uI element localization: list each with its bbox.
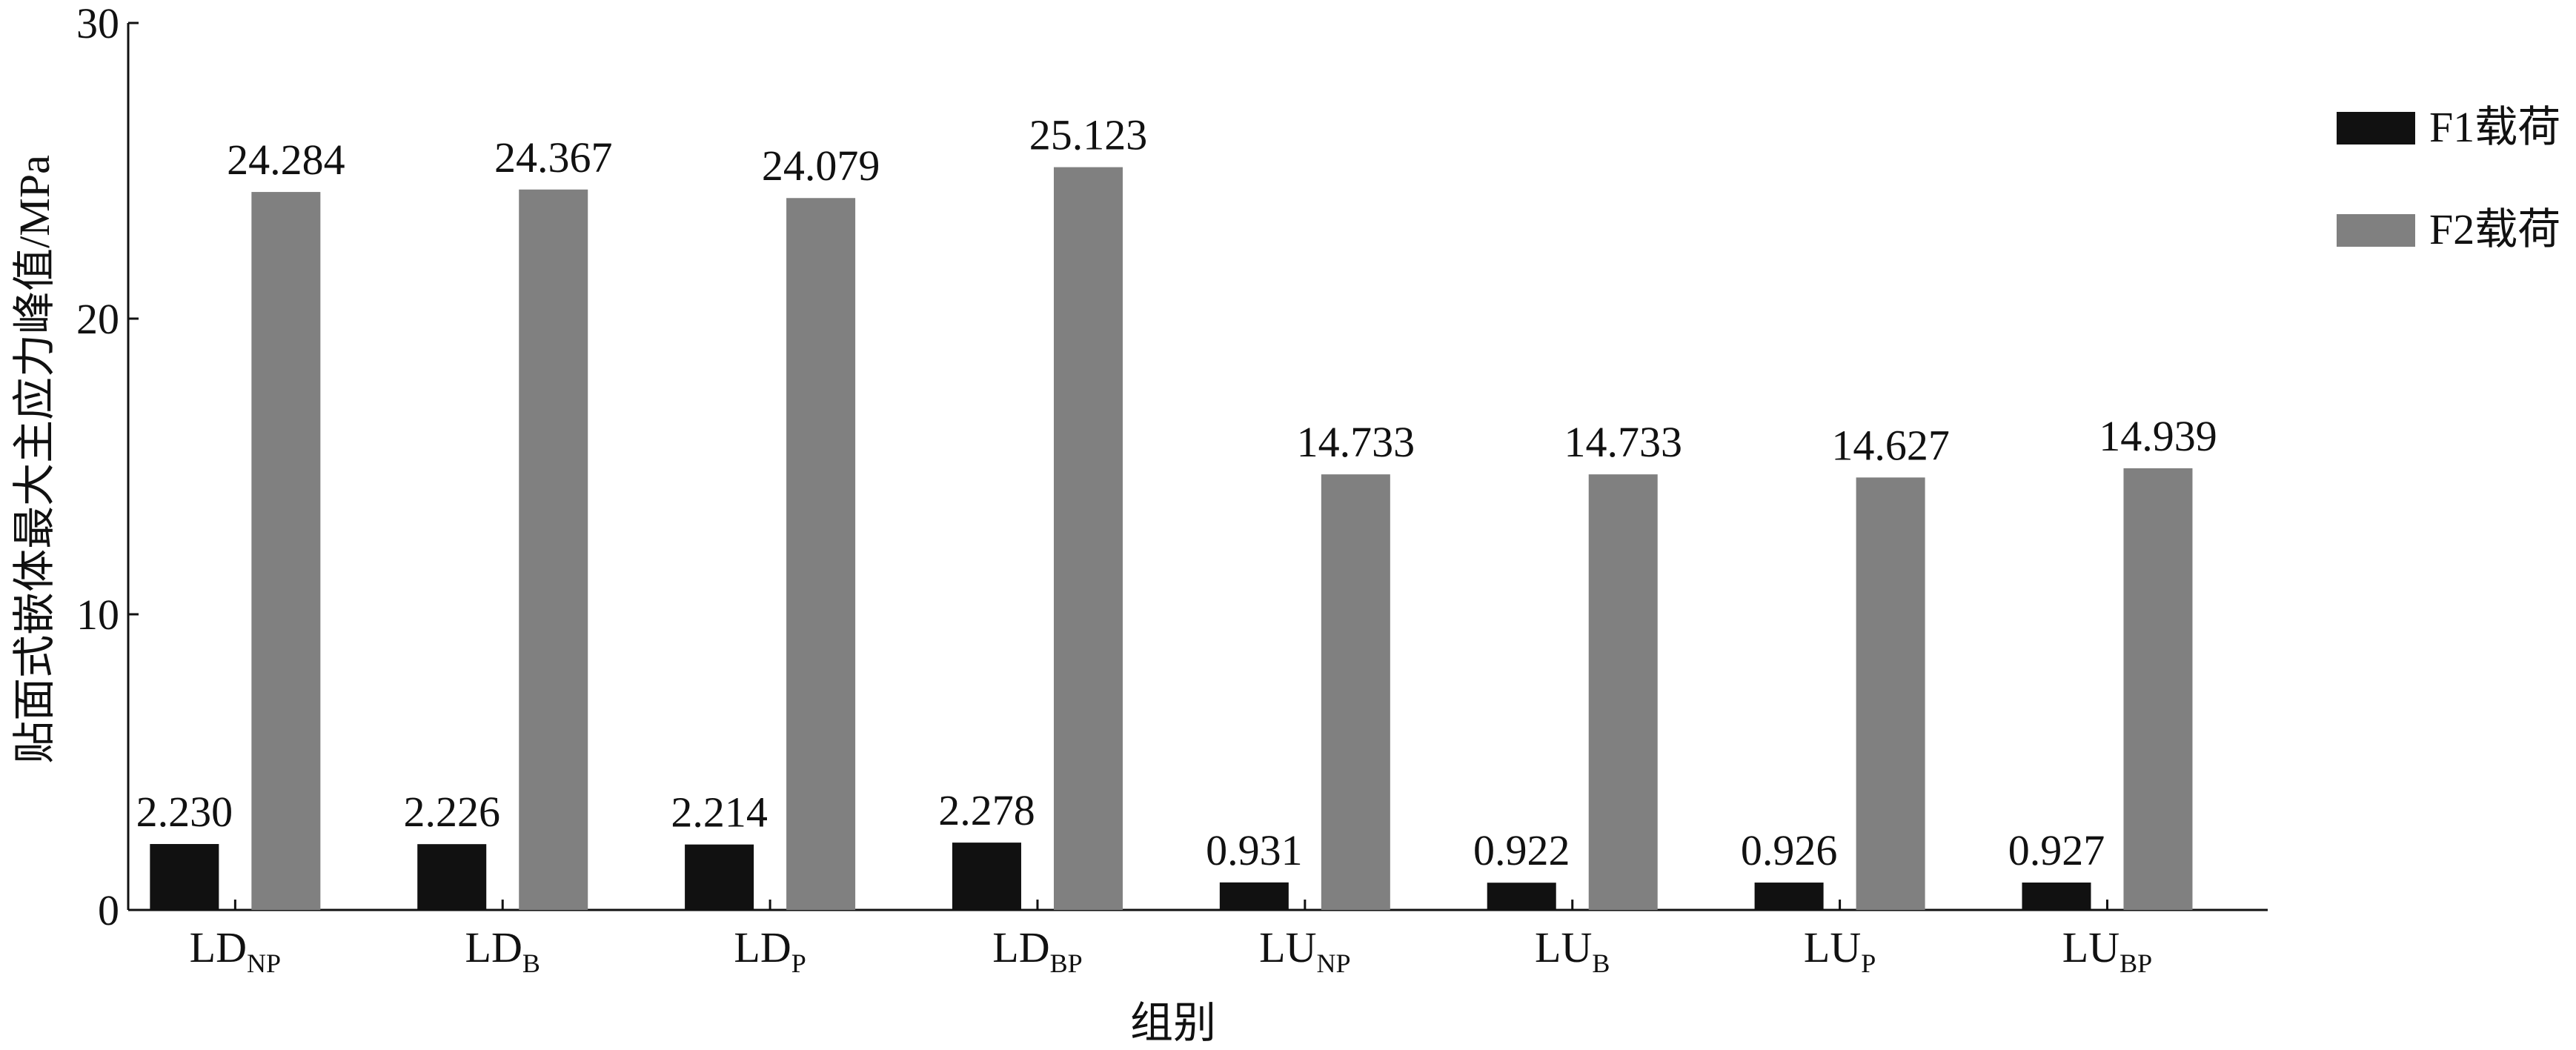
bar <box>417 844 487 910</box>
value-label: 2.226 <box>403 788 500 836</box>
x-tick-label: LUP <box>1804 923 1876 978</box>
category-main: LD <box>992 923 1049 971</box>
bar <box>786 198 856 910</box>
value-label: 14.627 <box>1831 421 1950 469</box>
x-tick-label: LDB <box>465 923 540 978</box>
legend-label: F2载荷 <box>2429 205 2560 253</box>
bar <box>1588 474 1658 910</box>
value-label: 14.733 <box>1297 418 1415 466</box>
category-main: LD <box>734 923 791 971</box>
value-label: 25.123 <box>1029 111 1148 159</box>
value-label: 24.367 <box>494 133 613 182</box>
y-tick-label: 10 <box>76 591 119 639</box>
value-label: 14.733 <box>1564 418 1682 466</box>
bar <box>519 189 588 910</box>
bar <box>150 844 219 910</box>
category-sub: NP <box>1316 948 1350 978</box>
value-label: 0.931 <box>1206 826 1303 874</box>
category-sub: P <box>1861 948 1876 978</box>
legend-swatch <box>2337 214 2415 247</box>
value-label: 0.922 <box>1473 826 1570 874</box>
legend-swatch <box>2337 112 2415 144</box>
value-label: 0.927 <box>2008 826 2105 874</box>
value-label: 24.284 <box>227 136 345 184</box>
bar <box>952 843 1021 910</box>
category-main: LU <box>1535 923 1592 971</box>
x-tick-label: LUBP <box>2062 923 2152 978</box>
value-label: 2.214 <box>671 788 768 837</box>
category-main: LU <box>2062 923 2119 971</box>
category-main: LU <box>1259 923 1316 971</box>
bar <box>1487 883 1556 910</box>
value-label: 2.230 <box>136 788 233 836</box>
category-main: LU <box>1804 923 1861 971</box>
value-label: 14.939 <box>2099 412 2217 460</box>
bar <box>1219 882 1289 910</box>
category-sub: BP <box>2119 948 2152 978</box>
category-sub: B <box>522 948 540 978</box>
bar <box>2022 883 2091 910</box>
x-tick-label: LUB <box>1535 923 1610 978</box>
category-main: LD <box>190 923 247 971</box>
category-sub: NP <box>247 948 281 978</box>
y-tick-label: 0 <box>98 886 119 934</box>
value-label: 2.278 <box>938 786 1035 834</box>
y-tick-label: 30 <box>76 0 119 47</box>
bar <box>1754 883 1824 910</box>
bar <box>1053 167 1123 911</box>
x-tick-label: LDBP <box>992 923 1082 978</box>
bar <box>1321 474 1390 910</box>
y-tick-label: 20 <box>76 295 119 343</box>
bar <box>2123 468 2193 910</box>
bar <box>685 844 754 910</box>
category-main: LD <box>465 923 522 971</box>
bar <box>251 192 321 911</box>
x-tick-label: LDNP <box>190 923 281 978</box>
category-sub: BP <box>1050 948 1083 978</box>
x-tick-label: LUNP <box>1259 923 1350 978</box>
value-label: 24.079 <box>762 142 880 190</box>
category-sub: P <box>791 948 806 978</box>
legend-label: F1载荷 <box>2429 103 2560 151</box>
y-axis-label: 贴面式嵌体最大主应力峰值/MPa <box>10 155 59 764</box>
category-sub: B <box>1592 948 1610 978</box>
bar <box>1856 477 1925 910</box>
x-tick-label: LDP <box>734 923 806 978</box>
value-label: 0.926 <box>1741 826 1838 874</box>
x-axis-label: 组别 <box>1130 999 1216 1047</box>
